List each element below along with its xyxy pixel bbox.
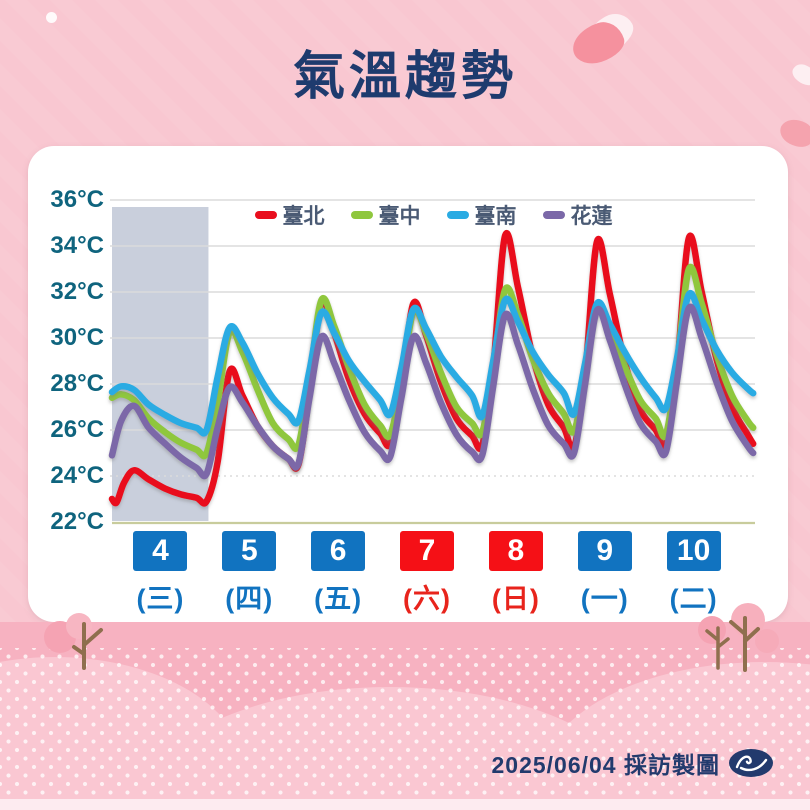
- y-tick-label-32: 32°C: [50, 278, 104, 305]
- legend-color-chip: [254, 211, 277, 219]
- x-axis-date-labels: 4 (三) 5 (四) 6 (五) 7 (六) 8 (日) 9 (一) 10 (二): [116, 531, 738, 616]
- date-number-badge: 4: [133, 531, 188, 571]
- date-number-badge: 10: [666, 531, 721, 571]
- legend-label: 臺北: [282, 205, 325, 228]
- date-number-badge: 7: [400, 531, 454, 571]
- legend-label: 臺中: [378, 205, 421, 228]
- legend-item-hualien: 花蓮: [542, 200, 613, 230]
- y-tick-label-30: 30°C: [50, 324, 104, 351]
- ctwant-swan-logo-icon: [729, 749, 773, 777]
- footer-decoration-band: [0, 622, 810, 810]
- y-tick-label-22: 22°C: [50, 508, 104, 535]
- y-tick-label-36: 36°C: [50, 186, 104, 213]
- weekday-label: (日): [491, 584, 540, 614]
- weekday-label: (二): [669, 584, 718, 614]
- date-label-9: 9 (一): [560, 531, 649, 616]
- legend-color-chip: [446, 211, 469, 219]
- date-label-5: 5 (四): [205, 531, 294, 616]
- date-number-badge: 6: [311, 531, 366, 571]
- legend-label: 臺南: [474, 205, 517, 228]
- date-label-8: 8 (日): [471, 531, 560, 616]
- weekday-label: (一): [580, 584, 629, 614]
- date-number-badge: 8: [488, 531, 543, 571]
- legend-color-chip: [542, 211, 565, 219]
- legend-item-taipei: 臺北: [254, 200, 325, 230]
- date-label-4: 4 (三): [116, 531, 205, 616]
- legend-item-taichung: 臺中: [350, 200, 421, 230]
- date-number-badge: 5: [222, 531, 277, 571]
- tree-icon: [698, 603, 779, 672]
- page-title: 氣溫趨勢: [292, 48, 517, 106]
- y-tick-label-28: 28°C: [50, 370, 104, 397]
- tree-icon: [44, 613, 103, 670]
- credit-line: 2025/06/04 採訪製圖: [491, 746, 774, 780]
- date-label-7: 7 (六): [383, 531, 472, 616]
- legend-item-tainan: 臺南: [446, 200, 517, 230]
- deco-dot: [46, 12, 57, 23]
- y-tick-label-34: 34°C: [50, 232, 104, 259]
- weekday-label: (三): [136, 584, 185, 614]
- weekday-label: (四): [225, 584, 274, 614]
- legend-color-chip: [350, 211, 373, 219]
- polka-dots-pattern: [0, 648, 810, 810]
- credit-text: 2025/06/04 採訪製圖: [491, 752, 720, 778]
- y-tick-label-24: 24°C: [50, 462, 104, 489]
- petal-icon: [775, 113, 810, 153]
- chart-legend: 臺北 臺中 臺南 花蓮: [112, 200, 755, 230]
- y-axis-labels: 36°C 34°C 32°C 30°C 28°C 26°C 24°C 22°C: [0, 0, 104, 620]
- legend-label: 花蓮: [570, 205, 613, 228]
- weekday-label: (五): [314, 584, 363, 614]
- date-label-10: 10 (二): [649, 531, 738, 616]
- weekday-label: (六): [403, 584, 451, 614]
- date-number-badge: 9: [577, 531, 632, 571]
- y-tick-label-26: 26°C: [50, 416, 104, 443]
- date-label-6: 6 (五): [294, 531, 383, 616]
- bottom-strip: [0, 799, 810, 810]
